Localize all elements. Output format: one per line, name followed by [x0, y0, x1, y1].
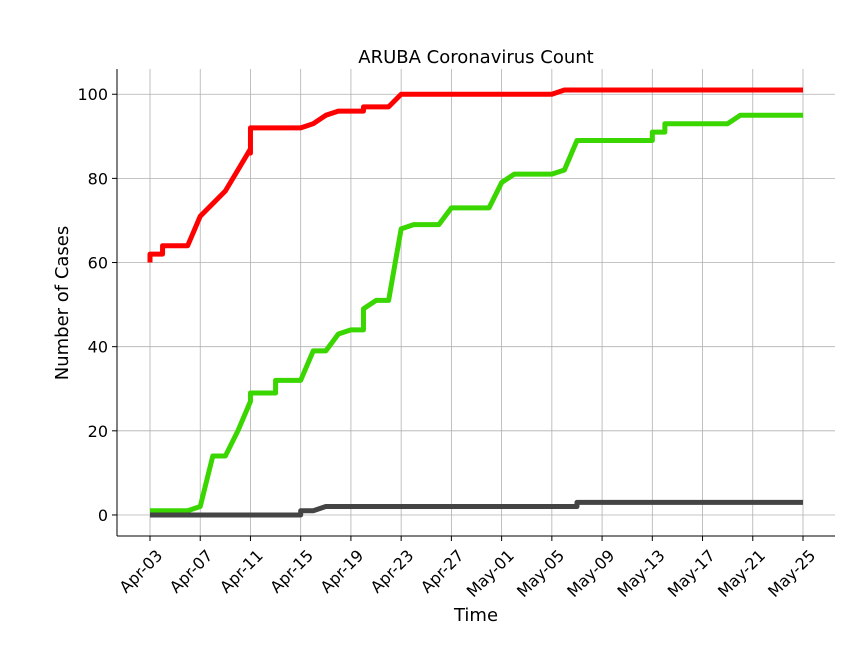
- x-tick-label: Apr-11: [216, 546, 267, 597]
- x-tick-label: Apr-23: [367, 546, 418, 597]
- x-tick-label: May-01: [463, 546, 518, 601]
- series-line-3: [150, 499, 803, 518]
- series-lines: [147, 87, 803, 518]
- y-tick-label: 100: [77, 85, 108, 104]
- series-line-1: [147, 87, 803, 263]
- y-tick-label: 0: [98, 506, 108, 525]
- chart-title: ARUBA Coronavirus Count: [358, 47, 593, 68]
- axes: [116, 69, 835, 537]
- x-axis-title: Time: [453, 605, 498, 626]
- x-tick-label: May-09: [563, 546, 618, 601]
- y-tick-label: 60: [88, 254, 108, 273]
- x-tick-label: May-13: [614, 546, 669, 601]
- y-axis-title: Number of Cases: [52, 226, 73, 381]
- grid: [117, 69, 835, 536]
- series-line-2: [150, 112, 803, 514]
- x-tick-label: May-21: [714, 546, 769, 601]
- x-tick-label: May-25: [764, 546, 819, 601]
- x-tick-label: Apr-15: [266, 546, 317, 597]
- x-tick-label: Apr-19: [316, 546, 367, 597]
- x-tick-label: May-17: [664, 546, 719, 601]
- x-tick-label: Apr-07: [166, 546, 217, 597]
- y-tick-label: 40: [88, 338, 108, 357]
- x-tick-label: Apr-27: [417, 546, 468, 597]
- y-tick-label: 80: [88, 169, 108, 188]
- y-tick-label: 20: [88, 422, 108, 441]
- x-tick-label: Apr-03: [116, 546, 167, 597]
- x-tick-label: May-05: [513, 546, 568, 601]
